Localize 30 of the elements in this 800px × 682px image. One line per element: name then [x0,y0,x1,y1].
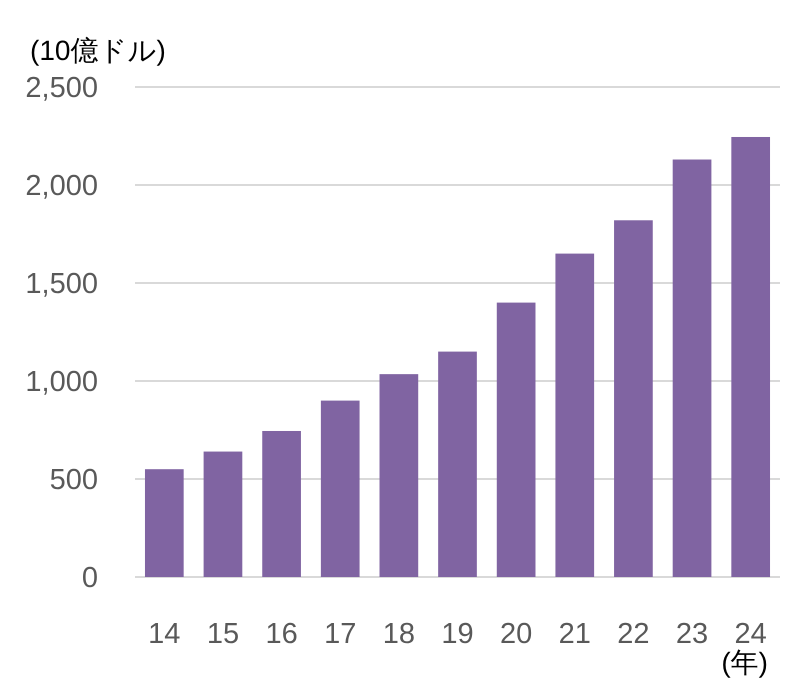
y-tick-label: 1,000 [25,366,98,398]
x-tick-label: 15 [206,618,240,650]
bar [672,160,712,577]
y-axis-title: (10億ドル) [30,35,166,66]
bar [144,469,184,577]
bar [496,302,536,577]
x-tick-label: 16 [265,618,298,650]
x-tick-label: 21 [558,618,591,650]
y-tick-label: 500 [50,464,98,496]
x-tick-label: 24 [734,618,767,650]
x-tick-label: 23 [676,618,708,650]
x-tick-label: 22 [617,618,650,650]
y-tick-label: 2,500 [25,72,98,104]
bar [380,374,418,577]
bar [438,352,477,577]
y-tick-label: 0 [82,562,98,594]
y-tick-label: 1,500 [25,268,98,300]
x-tick-label: 19 [441,618,474,650]
bar [614,220,653,577]
y-tick-label: 2,000 [25,170,98,202]
x-tick-label: 20 [500,618,532,650]
x-axis-title: (年) [721,647,768,678]
x-tick-label: 17 [324,618,356,650]
bar [320,400,360,577]
bar [204,452,242,577]
x-tick-label: 14 [148,618,180,650]
bar [555,254,594,577]
x-tick-label: 18 [382,618,415,650]
bar [262,430,301,577]
bar [731,136,770,577]
